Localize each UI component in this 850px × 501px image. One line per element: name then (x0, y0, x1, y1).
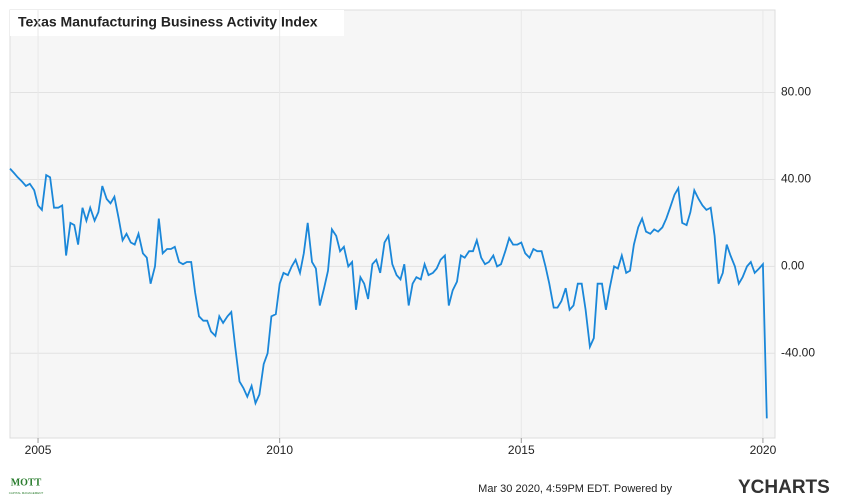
plot-area (9, 9, 776, 439)
x-tick-label: 2020 (750, 443, 777, 457)
brand: YCHARTS (738, 477, 830, 498)
y-tick-label: 80.00 (781, 85, 811, 99)
x-tick-label: 2010 (266, 443, 293, 457)
x-tick-label: 2015 (508, 443, 535, 457)
line (9, 167, 768, 419)
x-tick-label: 2005 (25, 443, 52, 457)
chart-title: Texas Manufacturing Business Activity In… (18, 14, 318, 30)
y-tick-label: -40.00 (781, 345, 815, 359)
title-box (10, 10, 344, 36)
y-tick-label: 0.00 (781, 259, 805, 273)
value-label: -70.00 (784, 0, 818, 6)
y-tick-label: 40.00 (781, 172, 811, 186)
timestamp: Mar 30 2020, 4:59PM EDT. Powered by (478, 483, 672, 495)
logo-sub: CAPITAL MANAGEMENT (9, 491, 44, 495)
logo-name: MOTT (11, 477, 42, 488)
